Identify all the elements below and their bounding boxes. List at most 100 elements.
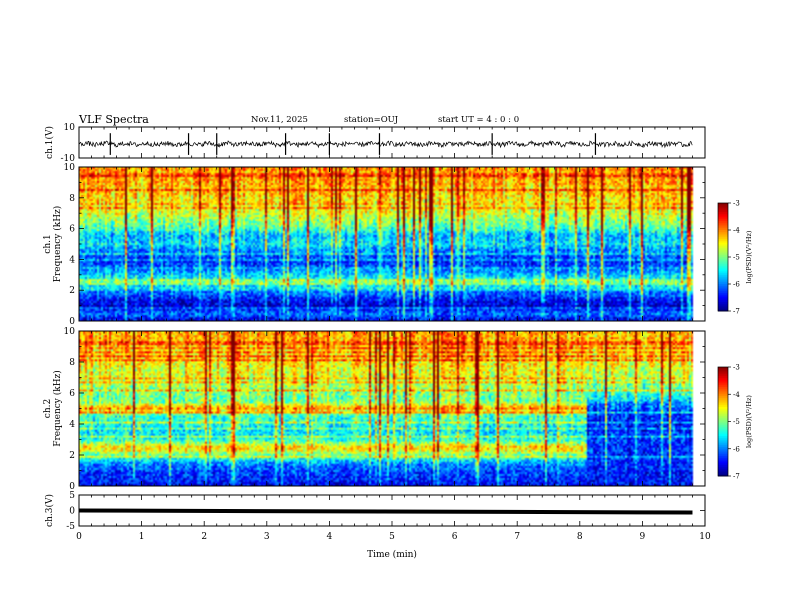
- ch2-colorbar-color-step: [718, 412, 728, 415]
- ch1-colorbar-color-step: [718, 282, 728, 285]
- chart-title: VLF Spectra: [79, 113, 149, 126]
- ch2-colorbar-color-step: [718, 468, 728, 472]
- ch2-colorbar-color-step: [718, 385, 728, 388]
- ch1-colorbar-color-step: [718, 273, 728, 276]
- ch1-colorbar-color-step: [718, 289, 728, 292]
- y-tick-label: 2: [69, 286, 75, 296]
- ch2-colorbar-color-step: [718, 381, 728, 384]
- y-axis-label: ch.3(V): [44, 494, 55, 527]
- ch2-colorbar-color-step: [718, 374, 728, 377]
- ch1-colorbar-tick-label: -6: [733, 281, 740, 289]
- x-tick-label: 10: [699, 532, 711, 542]
- ch2-colorbar-color-step: [718, 457, 728, 461]
- y-tick-label: 2: [69, 451, 75, 461]
- ch2-colorbar-color-step: [718, 416, 728, 419]
- ch1-colorbar-color-step: [718, 278, 728, 281]
- ch1-colorbar-color-step: [718, 260, 728, 263]
- ch1-colorbar-color-step: [718, 203, 728, 206]
- ch2-colorbar-color-step: [718, 445, 728, 448]
- ch2-colorbar-color-step: [718, 410, 728, 413]
- ch2-colorbar-tick-label: -7: [733, 473, 740, 481]
- ch2-colorbar-color-step: [718, 443, 728, 446]
- station-label: station=OUJ: [344, 115, 399, 125]
- ch1-colorbar-color-step: [718, 271, 728, 274]
- ch1-colorbar-color-step: [718, 231, 728, 235]
- ch1-colorbar-color-step: [718, 221, 728, 224]
- ch1-colorbar-tick-label: -4: [733, 227, 740, 235]
- ch1-colorbar-color-step: [718, 204, 728, 208]
- ch2-colorbar-color-step: [718, 367, 728, 370]
- y-tick-label: 0: [69, 317, 75, 327]
- ch2-colorbar-color-step: [718, 428, 728, 432]
- ch2-colorbar-color-step: [718, 376, 728, 379]
- ch1-colorbar-color-step: [718, 309, 728, 312]
- ch2-colorbar-color-step: [718, 397, 728, 401]
- ch2-colorbar-color-step: [718, 419, 728, 422]
- ch2-colorbar-color-step: [718, 452, 728, 455]
- ch2-colorbar-color-step: [718, 388, 728, 392]
- ch1-colorbar-color-step: [718, 276, 728, 280]
- ch2-colorbar-color-step: [718, 403, 728, 406]
- ch2-colorbar-color-step: [718, 466, 728, 470]
- ch2-colorbar-tick-label: -3: [733, 364, 740, 372]
- ch1-colorbar-color-step: [718, 226, 728, 229]
- ch1-colorbar-color-step: [718, 242, 728, 245]
- ch1-colorbar-color-step: [718, 269, 728, 272]
- ch1-colorbar-color-step: [718, 305, 728, 308]
- ch2-colorbar-color-step: [718, 390, 728, 393]
- x-tick-label: 1: [139, 532, 145, 542]
- ch1-colorbar-color-step: [718, 251, 728, 254]
- ch2-colorbar-color-step: [718, 426, 728, 430]
- ch1-colorbar-color-step: [718, 255, 728, 258]
- ch2-colorbar-color-step: [718, 436, 728, 439]
- ch2-colorbar-color-step: [718, 425, 728, 428]
- ch1-colorbar-color-step: [718, 275, 728, 278]
- x-tick-label: 6: [452, 532, 458, 542]
- ch1-colorbar-color-step: [718, 230, 728, 233]
- y-tick-label: 4: [69, 255, 75, 265]
- x-tick-label: 9: [640, 532, 646, 542]
- ch2-colorbar-color-step: [718, 383, 728, 386]
- x-tick-label: 5: [389, 532, 395, 542]
- ch2-colorbar-color-step: [718, 456, 728, 459]
- ch1-colorbar-color-step: [718, 264, 728, 267]
- ch1-colorbar-color-step: [718, 300, 728, 303]
- y-tick-label: 0: [69, 507, 75, 517]
- ch1-colorbar-color-step: [718, 246, 728, 249]
- ch2-colorbar-color-step: [718, 392, 728, 395]
- y-tick-label: 10: [64, 123, 76, 133]
- ch1-colorbar-color-step: [718, 212, 728, 215]
- ch1-colorbar-color-step: [718, 237, 728, 240]
- ch1-colorbar-color-step: [718, 257, 728, 260]
- ch1-colorbar-label: log(PSD)(V²/Hz): [745, 230, 753, 283]
- ch1-colorbar-tick-label: -5: [733, 254, 740, 262]
- ch2-colorbar-color-step: [718, 399, 728, 403]
- ch1-colorbar-color-step: [718, 291, 728, 294]
- ch2-colorbar-color-step: [718, 368, 728, 372]
- ch2-colorbar-color-step: [718, 414, 728, 417]
- ch2-colorbar-color-step: [718, 379, 728, 383]
- ch1-colorbar-color-step: [718, 293, 728, 296]
- ch2-colorbar-color-step: [718, 386, 728, 390]
- ch1-colorbar-color-step: [718, 233, 728, 236]
- ch1-colorbar-color-step: [718, 262, 728, 265]
- ch1-colorbar-color-step: [718, 235, 728, 238]
- ch2-colorbar-label: log(PSD)(V²/Hz): [745, 395, 753, 448]
- ch1-spectrogram-heatmap: [79, 167, 705, 321]
- ch1-colorbar-color-step: [718, 303, 728, 307]
- ch1-colorbar-color-step: [718, 248, 728, 251]
- ch2-colorbar-color-step: [718, 441, 728, 444]
- y-axis-label: Frequency (kHz): [52, 206, 63, 283]
- ch1-colorbar-color-step: [718, 266, 728, 269]
- ch2-colorbar-color-step: [718, 372, 728, 375]
- ch2-colorbar-color-step: [718, 417, 728, 421]
- ch2-colorbar-color-step: [718, 396, 728, 399]
- ch2-colorbar-color-step: [718, 434, 728, 437]
- ch2-colorbar-color-step: [718, 437, 728, 441]
- ch2-colorbar-color-step: [718, 423, 728, 426]
- ch1-waveform-line: [78, 140, 693, 149]
- y-tick-label: 8: [69, 194, 75, 204]
- ch2-colorbar-color-step: [718, 448, 728, 452]
- date-label: Nov.11, 2025: [251, 115, 308, 125]
